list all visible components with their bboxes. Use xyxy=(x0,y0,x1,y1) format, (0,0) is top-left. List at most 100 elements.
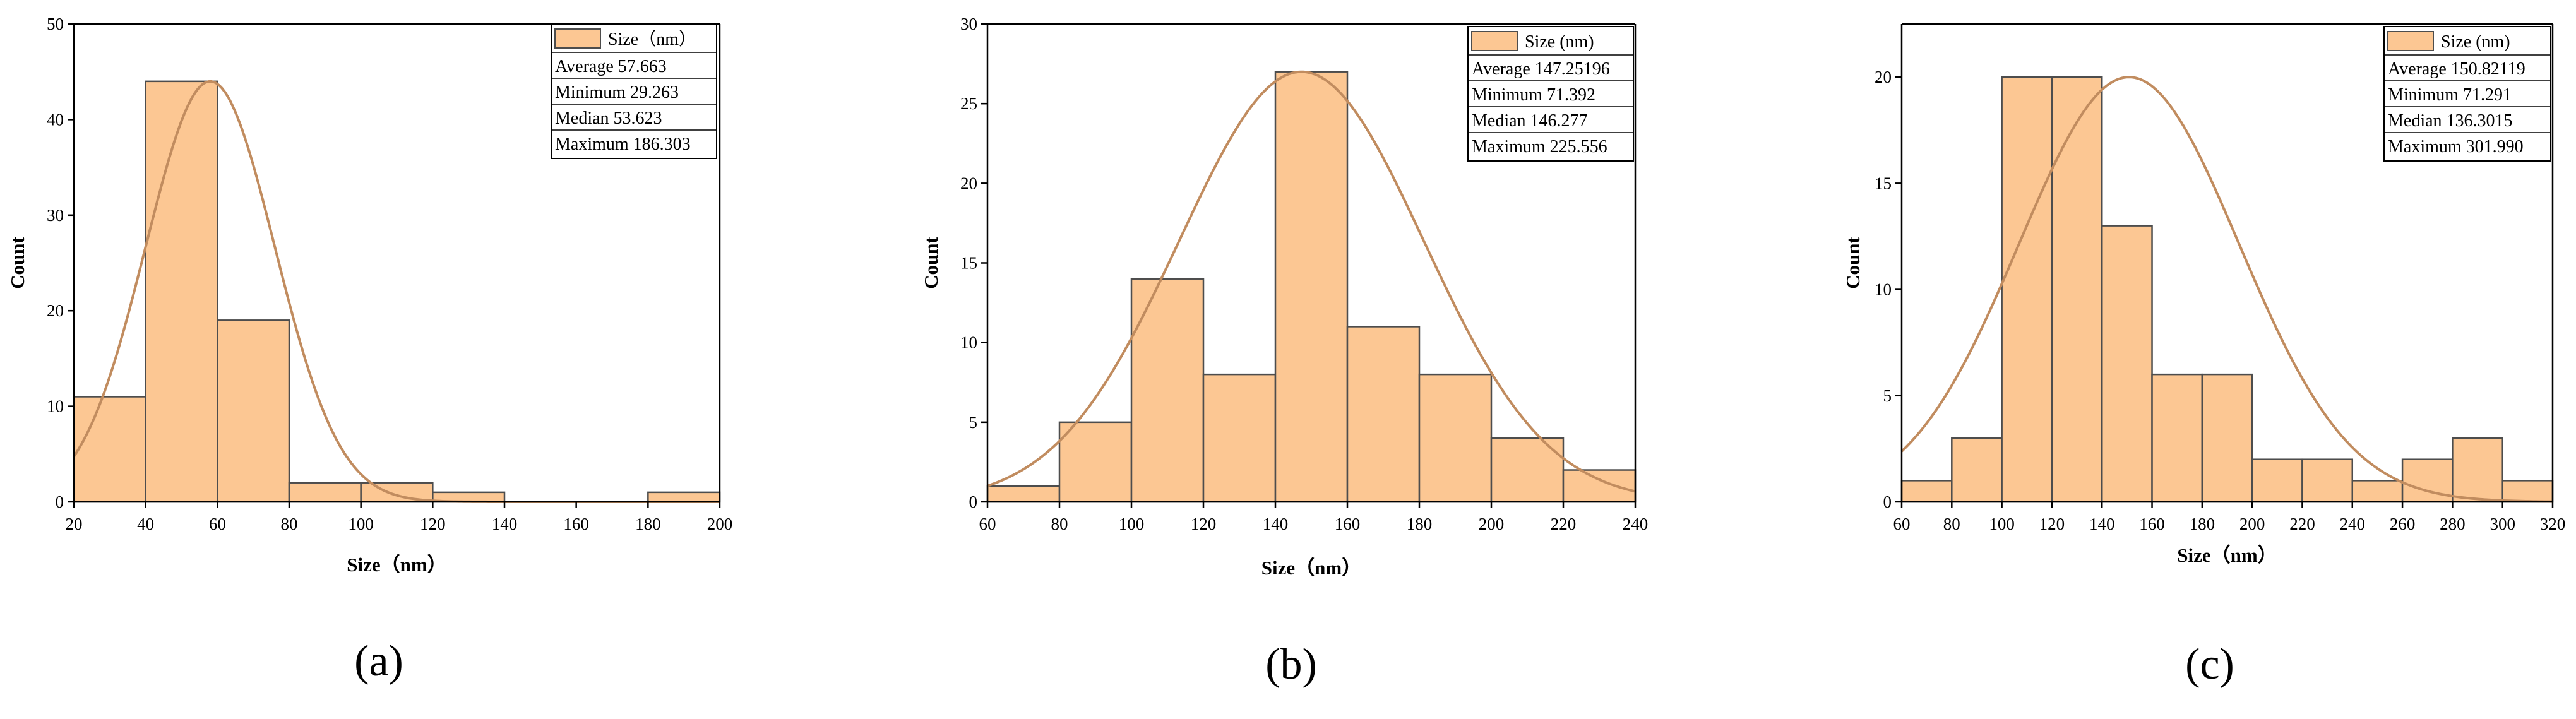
y-tick-label: 25 xyxy=(960,94,977,113)
histogram-bar xyxy=(647,491,721,503)
x-tick-label: 200 xyxy=(2239,514,2265,533)
x-tick-label: 200 xyxy=(707,514,733,533)
histogram-bar xyxy=(1130,278,1205,503)
x-tick-label: 120 xyxy=(420,514,446,533)
x-tick-label: 160 xyxy=(2139,514,2165,533)
histogram-bar xyxy=(1900,480,1953,503)
histogram-bar xyxy=(2051,76,2103,503)
histogram-bar xyxy=(288,482,362,503)
x-axis-title: Size（nm） xyxy=(1261,557,1361,579)
histogram-panel-b: 60 80 100 120 140 160 180 200 220 240 0 5 10 15 20 25 30… xyxy=(859,0,1717,719)
histogram-bar xyxy=(2301,458,2354,503)
legend-label: Size（nm） xyxy=(608,29,696,49)
legend-stat-text: Minimum 71.291 xyxy=(2388,85,2512,105)
histogram-bar xyxy=(2151,373,2203,503)
y-axis-title: Count xyxy=(920,236,942,288)
legend-stat-text: Median 53.623 xyxy=(555,109,662,128)
histogram-bar xyxy=(1058,421,1133,503)
x-tick-label: 180 xyxy=(2190,514,2215,533)
x-tick-label: 20 xyxy=(66,514,83,533)
histogram-bar xyxy=(2501,480,2554,503)
histogram-bar xyxy=(2201,373,2253,503)
x-tick-label: 220 xyxy=(1551,514,1577,533)
normal-fit-curve xyxy=(1900,76,2553,503)
legend-label: Size (nm) xyxy=(2441,32,2510,52)
legend: Size（nm） Average 57.663 Minimum 29.263 Medi… xyxy=(551,23,717,159)
x-tick-label: 140 xyxy=(2089,514,2115,533)
panel-caption: (b) xyxy=(1265,640,1317,689)
y-tick-label: 5 xyxy=(1883,386,1892,405)
y-tick-label: 0 xyxy=(56,492,64,511)
legend-stat-text: Average 147.25196 xyxy=(1472,59,1610,79)
x-tick-label: 280 xyxy=(2440,514,2466,533)
histogram-bar xyxy=(1418,373,1493,503)
legend-stat-text: Maximum 186.303 xyxy=(555,134,691,154)
x-tick-label: 300 xyxy=(2490,514,2515,533)
y-tick-label: 20 xyxy=(960,174,977,193)
histogram-bar xyxy=(2452,437,2503,503)
legend-stat-text: Maximum 225.556 xyxy=(1472,137,1607,157)
x-tick-label: 140 xyxy=(1263,514,1289,533)
y-tick-label: 10 xyxy=(1875,280,1892,299)
histogram-bar xyxy=(73,396,146,503)
histogram-bar xyxy=(986,485,1061,503)
x-tick-label: 80 xyxy=(1051,514,1068,533)
x-tick-label: 60 xyxy=(1893,514,1911,533)
legend-stat-text: Average 150.82119 xyxy=(2388,59,2525,79)
legend-swatch xyxy=(554,28,601,49)
histogram-bar xyxy=(1274,71,1349,503)
histogram-chart-b: 60 80 100 120 140 160 180 200 220 240 0 5 10 15 20 25 30… xyxy=(920,15,1649,689)
normal-fit-curve xyxy=(987,70,1636,493)
legend-stat-text: Minimum 29.263 xyxy=(555,83,679,102)
legend-label: Size (nm) xyxy=(1525,32,1594,52)
x-tick-label: 140 xyxy=(492,514,518,533)
x-tick-label: 40 xyxy=(137,514,154,533)
legend-swatch xyxy=(1471,31,1518,51)
x-tick-label: 100 xyxy=(1119,514,1145,533)
histogram-bar xyxy=(1202,373,1277,503)
y-tick-label: 20 xyxy=(47,301,64,320)
histogram-panel-c: 60 80 100 120 140 160 180 200 220 240 260 280 300 320… xyxy=(1717,0,2576,719)
histogram-bar xyxy=(2101,225,2153,503)
panel-caption: (a) xyxy=(354,637,403,686)
x-tick-label: 240 xyxy=(1623,514,1649,533)
x-tick-label: 320 xyxy=(2540,514,2566,533)
legend-swatch xyxy=(2387,31,2434,51)
panel-caption: (c) xyxy=(2185,640,2234,689)
y-tick-label: 30 xyxy=(47,206,64,225)
x-tick-label: 260 xyxy=(2390,514,2416,533)
y-axis-title: Count xyxy=(1842,236,1864,288)
legend-stat-text: Median 136.3015 xyxy=(2388,111,2513,131)
y-tick-label: 15 xyxy=(1875,174,1892,193)
y-tick-label: 30 xyxy=(960,15,977,33)
y-axis-title: Count xyxy=(6,236,28,288)
y-tick-label: 40 xyxy=(47,110,64,129)
legend-stat-text: Average 57.663 xyxy=(555,57,667,76)
histogram-chart-a: 20 40 60 80 100 120 140 160 180 200 0 10 20 30 40 50 Siz… xyxy=(6,15,733,686)
x-tick-label: 60 xyxy=(979,514,996,533)
histogram-bar xyxy=(1346,326,1421,503)
x-tick-label: 160 xyxy=(563,514,589,533)
x-tick-label: 220 xyxy=(2289,514,2315,533)
histogram-bar xyxy=(2251,458,2303,503)
x-tick-label: 160 xyxy=(1335,514,1361,533)
x-axis-title: Size（nm） xyxy=(2177,544,2277,566)
histogram-bar xyxy=(2351,480,2404,503)
histogram-bar xyxy=(2001,76,2053,503)
y-tick-label: 50 xyxy=(47,15,64,33)
y-tick-label: 0 xyxy=(1883,492,1892,511)
x-tick-label: 200 xyxy=(1479,514,1505,533)
x-tick-label: 240 xyxy=(2340,514,2366,533)
legend-stat-text: Minimum 71.392 xyxy=(1472,85,1595,105)
x-tick-label: 60 xyxy=(209,514,226,533)
y-tick-label: 15 xyxy=(960,254,977,273)
x-tick-label: 80 xyxy=(281,514,298,533)
histogram-chart-c: 60 80 100 120 140 160 180 200 220 240 260 280 300 320… xyxy=(1842,23,2566,689)
histogram-bar xyxy=(1951,437,2003,503)
x-tick-label: 180 xyxy=(1407,514,1433,533)
legend: Size (nm) Average 150.82119 Minimum 71.291… xyxy=(2383,26,2551,162)
histogram-bar xyxy=(145,80,218,503)
y-tick-label: 10 xyxy=(47,397,64,416)
x-tick-label: 120 xyxy=(1191,514,1217,533)
y-tick-label: 20 xyxy=(1875,68,1892,86)
